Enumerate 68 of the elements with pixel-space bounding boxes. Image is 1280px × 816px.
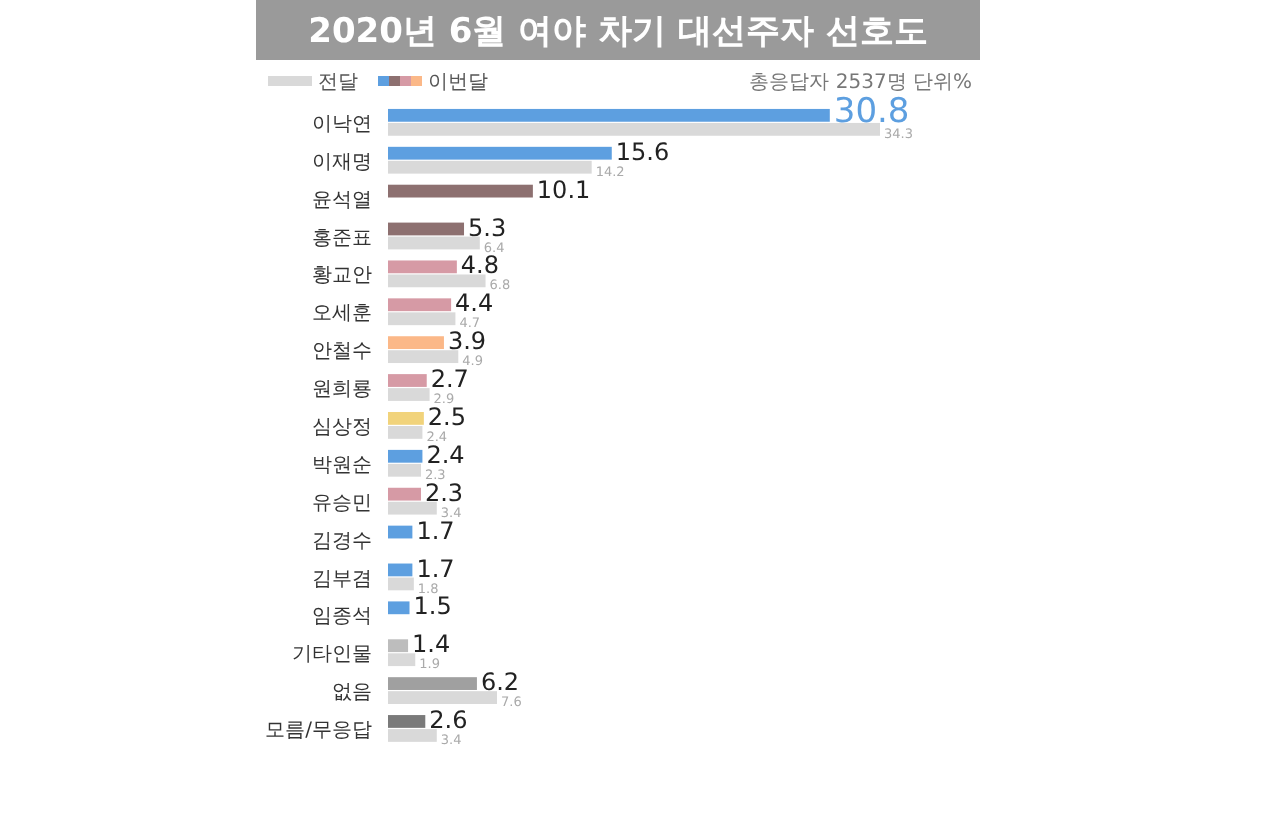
bar xyxy=(388,236,480,250)
data-label: 15.6 xyxy=(615,137,670,166)
data-label: 6.2 xyxy=(480,668,520,697)
bar xyxy=(388,487,421,501)
y-tick-label: 안철수 xyxy=(312,341,372,364)
bar xyxy=(388,653,416,667)
data-label: 5.3 xyxy=(468,213,507,242)
y-tick-label: 홍준표 xyxy=(312,227,372,250)
bar xyxy=(388,463,421,477)
bar xyxy=(388,274,486,288)
data-label: 4.4 xyxy=(455,289,494,318)
data-label: 10.1 xyxy=(536,175,591,204)
bar xyxy=(388,108,830,122)
data-label: 2.5 xyxy=(427,403,467,431)
chart-title: 2020년 6월 여야 차기 대선주자 선호도 xyxy=(308,12,928,52)
data-label: 3.9 xyxy=(447,327,487,356)
bar xyxy=(388,312,456,326)
data-label: 1.5 xyxy=(413,592,452,621)
bar xyxy=(388,260,457,274)
bar xyxy=(388,298,452,312)
bar xyxy=(388,160,592,174)
y-tick-label: 유승민 xyxy=(312,492,372,515)
bar xyxy=(388,374,427,387)
y-tick-label: 심상정 xyxy=(312,417,372,439)
data-label: 4.8 xyxy=(460,251,500,280)
bar xyxy=(388,412,424,425)
data-label: 1.7 xyxy=(416,516,455,545)
y-tick-label: 원희룡 xyxy=(312,379,372,402)
bar xyxy=(388,715,426,728)
data-label: 1.7 xyxy=(416,554,455,583)
data-label: 2.7 xyxy=(430,365,469,394)
y-tick-label: 없음 xyxy=(332,682,372,705)
bar xyxy=(388,426,423,439)
bar xyxy=(388,449,423,463)
y-tick-label: 김부겸 xyxy=(312,568,372,591)
y-tick-label: 윤석열 xyxy=(312,189,372,212)
bar xyxy=(388,336,444,350)
y-tick-label: 기타인물 xyxy=(292,644,372,667)
bar xyxy=(388,146,612,160)
bar xyxy=(388,601,410,615)
bar xyxy=(388,184,533,198)
bar xyxy=(388,639,409,653)
bar xyxy=(388,501,437,515)
y-tick-label: 모름/무응답 xyxy=(265,720,372,743)
text: 총응답자 2537명 단위% xyxy=(749,72,972,94)
bar xyxy=(388,677,477,690)
legend-label: 전달 xyxy=(318,72,358,94)
bar xyxy=(388,122,880,136)
bar xyxy=(388,577,414,591)
bar xyxy=(388,691,498,704)
data-label: 2.3 xyxy=(424,478,464,507)
bar xyxy=(388,563,413,577)
bar xyxy=(388,729,437,742)
bar xyxy=(388,525,413,539)
bar xyxy=(388,222,465,236)
bar xyxy=(388,350,459,364)
data-label: 2.6 xyxy=(429,706,468,735)
y-tick-label: 황교안 xyxy=(312,265,372,288)
y-tick-label: 오세훈 xyxy=(312,303,372,326)
y-tick-label: 이재명 xyxy=(312,151,372,174)
legend-label: 이번달 xyxy=(428,72,488,94)
data-label: 2.4 xyxy=(426,440,465,469)
data-label: 1.4 xyxy=(412,630,451,659)
bar xyxy=(388,388,430,401)
y-tick-label: 박원순 xyxy=(312,454,372,477)
y-tick-label: 임종석 xyxy=(312,606,372,629)
y-tick-label: 이낙연 xyxy=(312,113,372,136)
y-tick-label: 김경수 xyxy=(312,530,372,553)
